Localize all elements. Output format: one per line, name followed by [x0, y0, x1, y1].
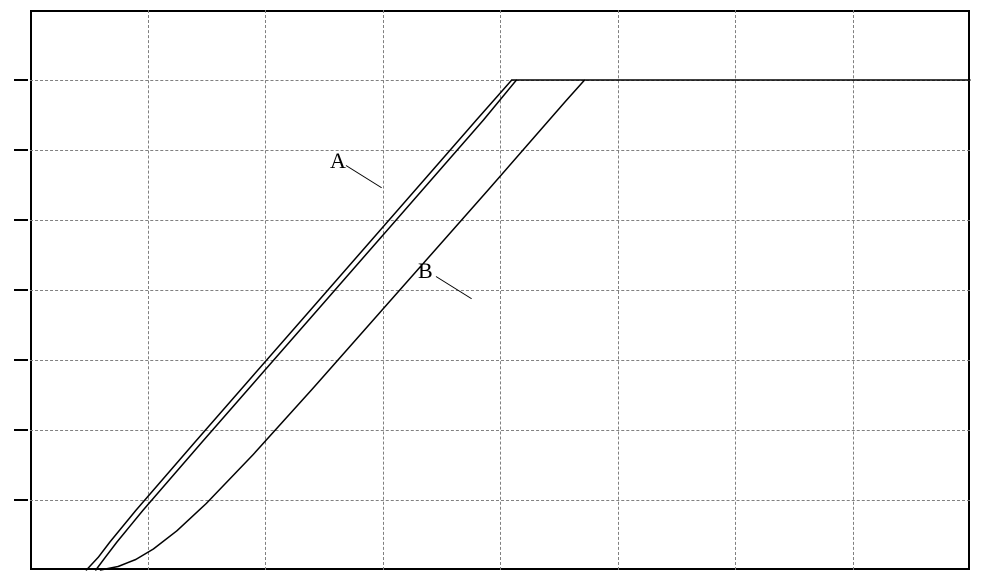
series-label-b: B	[418, 258, 433, 284]
chart-curves	[0, 0, 1000, 581]
chart-plot-area: A B	[0, 0, 1000, 581]
series-label-a: A	[330, 148, 346, 174]
